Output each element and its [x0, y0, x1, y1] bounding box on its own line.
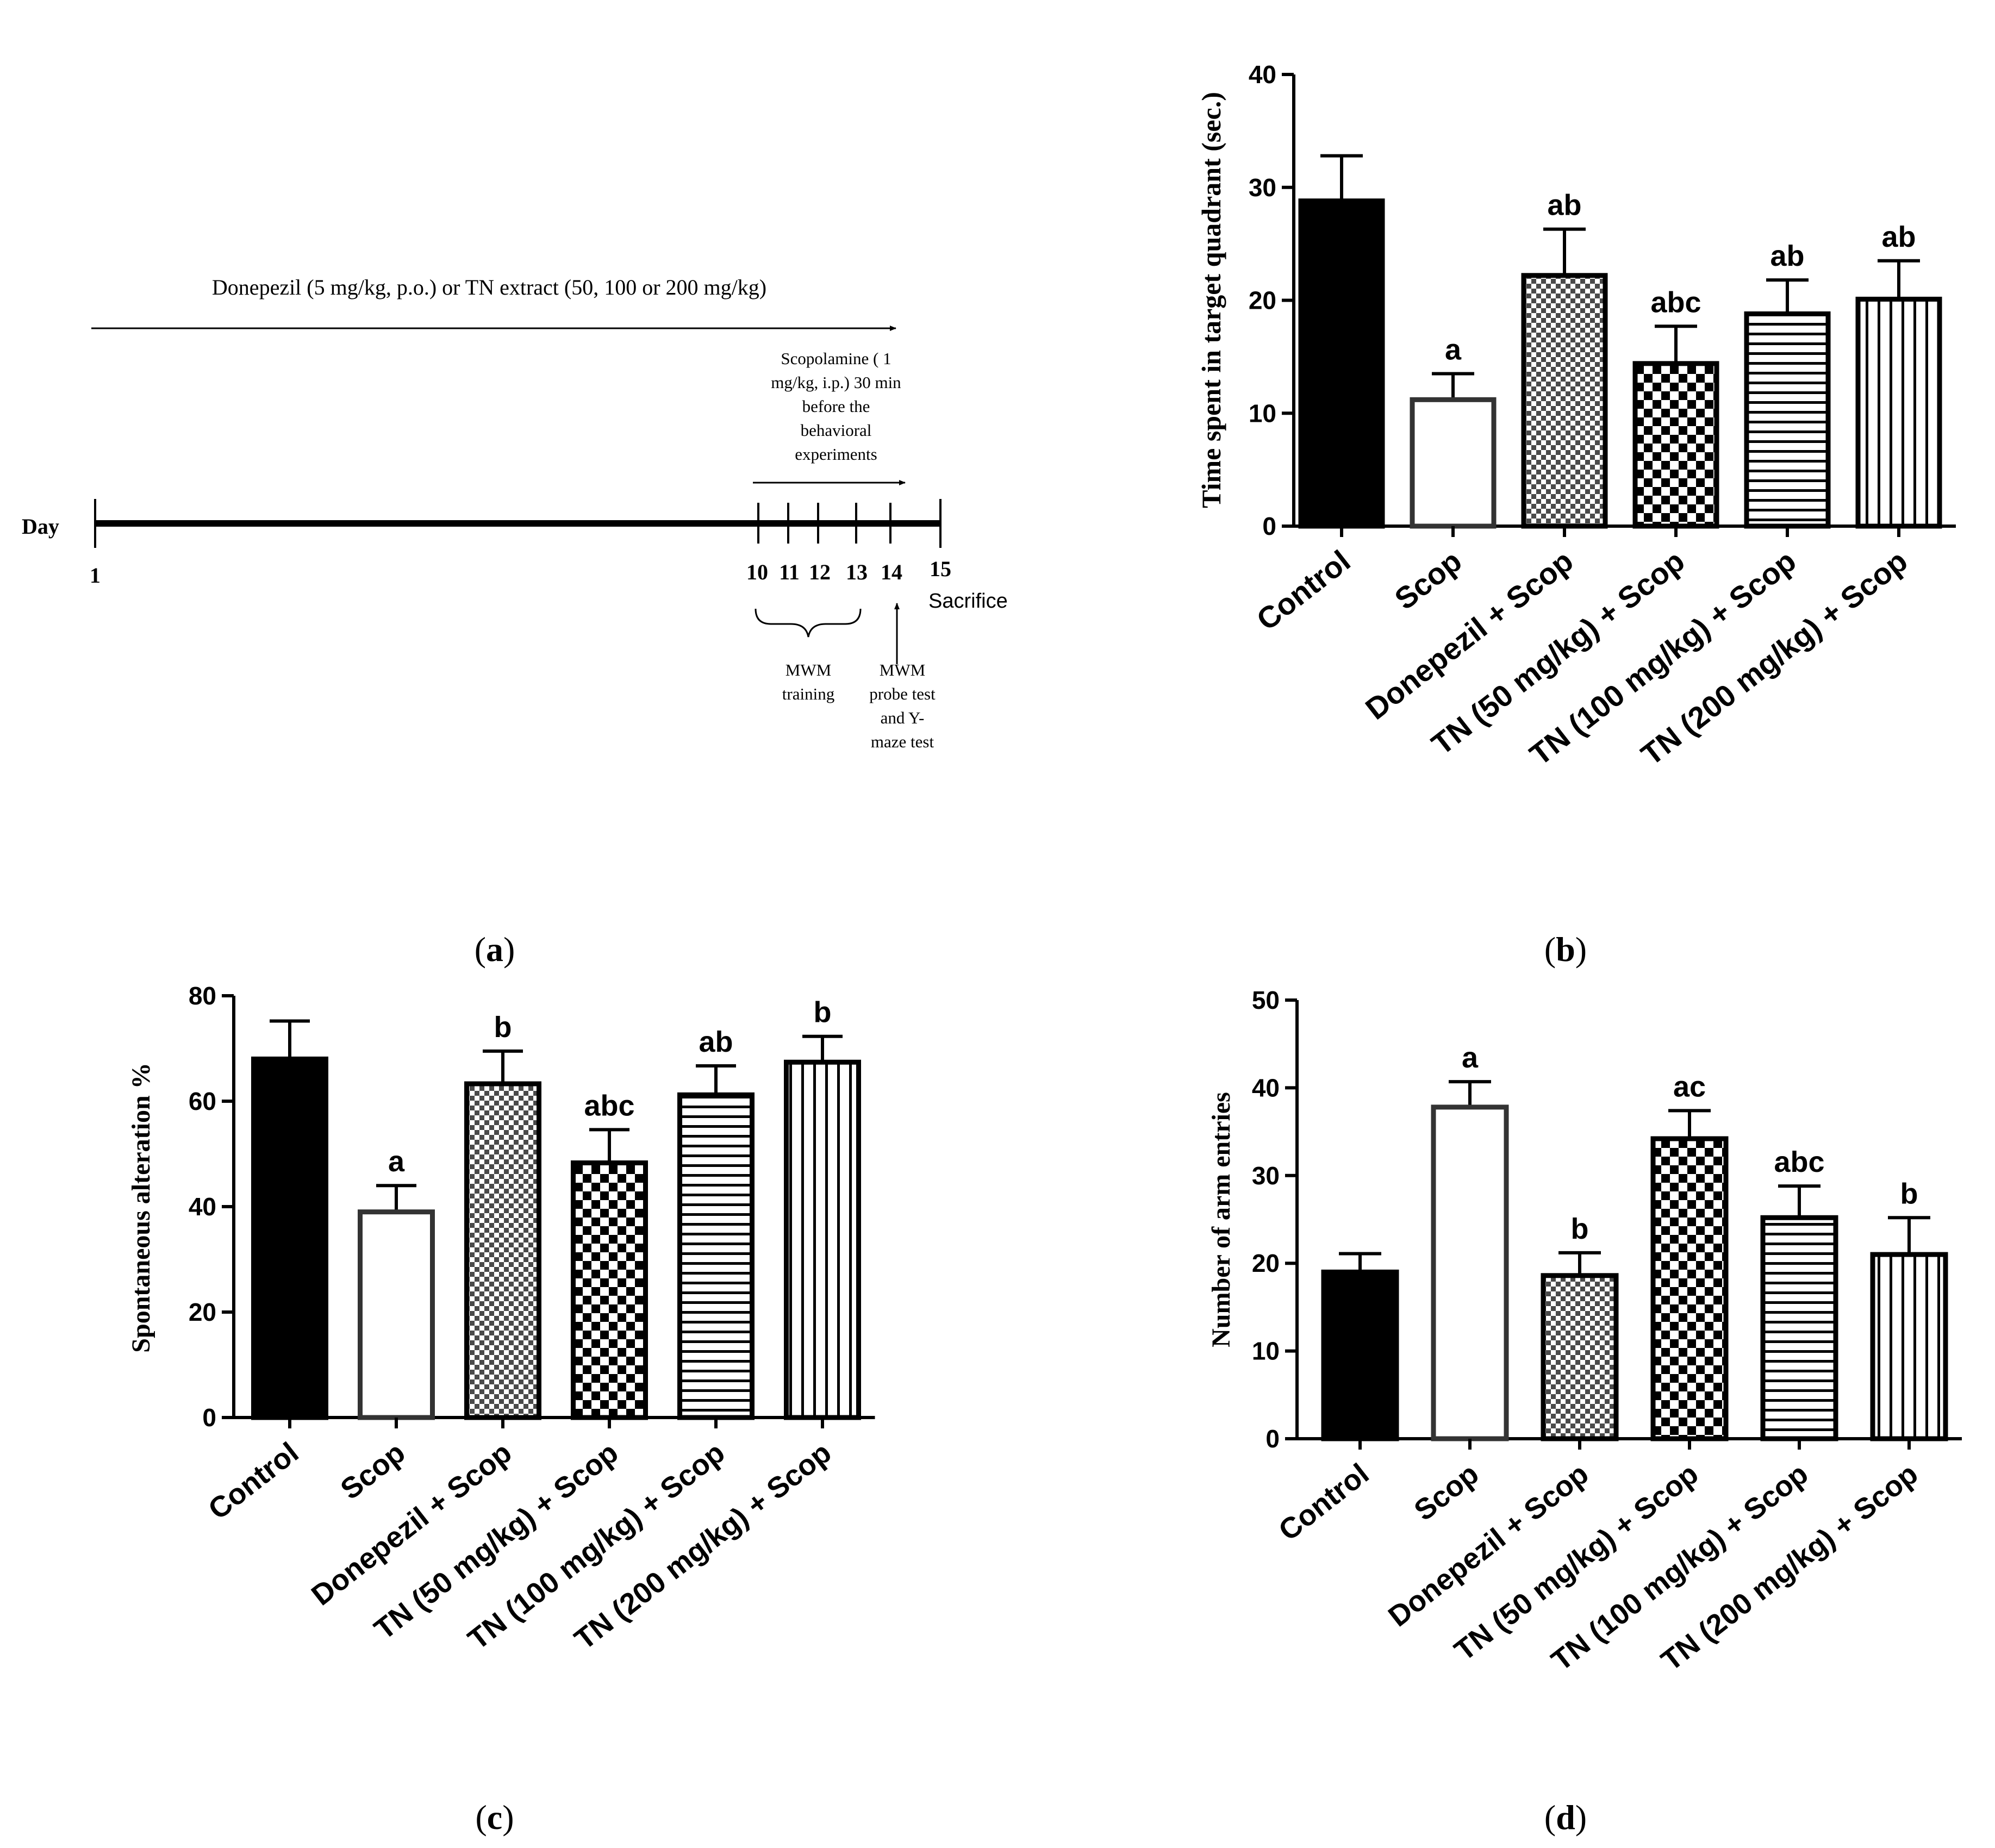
- significance-label: b: [1571, 1213, 1589, 1245]
- x-tick-label: Control: [1250, 544, 1357, 637]
- significance-label: b: [494, 1011, 512, 1044]
- probe-label-line: MWM: [880, 660, 925, 679]
- scopolamine-label-line: before the: [802, 397, 870, 416]
- panel-caption-b-letter: b: [1556, 930, 1575, 969]
- significance-label: ab: [699, 1026, 733, 1058]
- significance-label: b: [1900, 1177, 1918, 1210]
- panel-caption-d-letter: d: [1556, 1798, 1575, 1837]
- day-tick-label: 11: [779, 560, 800, 584]
- scopolamine-label-line: experiments: [795, 445, 877, 464]
- training-label: MWM training: [782, 660, 834, 703]
- significance-label: a: [1445, 334, 1462, 366]
- training-label-line: training: [782, 684, 834, 703]
- significance-label: ac: [1673, 1070, 1706, 1103]
- y-tick-label: 50: [1252, 986, 1280, 1014]
- y-tick-label: 0: [202, 1403, 216, 1432]
- x-tick-label: Scop: [334, 1436, 411, 1506]
- day-tick-label: 10: [746, 560, 768, 584]
- sacrifice-label: Sacrifice: [928, 590, 1008, 613]
- x-tick-label: Scop: [1408, 1457, 1485, 1527]
- x-tick-label: Donepezil + Scop: [1359, 544, 1579, 726]
- panel-caption-d: (d): [1544, 1798, 1587, 1837]
- y-tick-label: 30: [1252, 1162, 1280, 1190]
- bar-6: [1855, 296, 1942, 529]
- day-tick-label: 1: [90, 563, 101, 588]
- y-axis-title: Time spent in target quadrant (sec.): [1196, 92, 1226, 508]
- bar-6: [784, 1059, 861, 1420]
- y-axis-title: Number of arm entries: [1207, 1092, 1236, 1347]
- y-tick-label: 20: [189, 1298, 216, 1326]
- y-tick-label: 10: [1252, 1337, 1280, 1365]
- significance-label: abc: [584, 1089, 634, 1122]
- bar-4: [1632, 361, 1719, 529]
- bar-5: [677, 1092, 755, 1420]
- day-tick-label: 12: [809, 560, 831, 584]
- significance-label: abc: [1774, 1146, 1824, 1178]
- y-tick-label: 60: [189, 1087, 216, 1115]
- day-label: Day: [22, 514, 59, 539]
- bar-3: [464, 1081, 541, 1420]
- training-bracket: [755, 608, 862, 638]
- bar-4: [571, 1160, 648, 1420]
- significance-label: b: [814, 996, 832, 1029]
- y-tick-label: 10: [1249, 399, 1276, 427]
- bar-2: [1431, 1104, 1509, 1441]
- significance-label: a: [388, 1145, 405, 1178]
- bar-1: [1298, 198, 1385, 529]
- bar-1: [1321, 1269, 1399, 1441]
- y-tick-label: 20: [1252, 1249, 1280, 1277]
- significance-label: abc: [1650, 286, 1701, 319]
- panel-caption-c-letter: c: [487, 1798, 502, 1837]
- panel-caption-c: (c): [475, 1798, 514, 1837]
- bar-2: [358, 1209, 435, 1420]
- probe-label: MWM probe test and Y- maze test: [869, 660, 936, 751]
- x-tick-label: Scop: [1388, 544, 1468, 616]
- x-tick-label: Donepezil + Scop: [306, 1436, 518, 1612]
- panel-caption-a: (a): [475, 930, 515, 969]
- scopolamine-label: Scopolamine ( 1 mg/kg, i.p.) 30 min befo…: [771, 349, 901, 464]
- y-tick-label: 0: [1262, 512, 1276, 540]
- significance-label: ab: [1770, 240, 1804, 272]
- y-tick-label: 20: [1249, 286, 1276, 315]
- chart-b-time-in-target-quadrant: 0 10 20 30 40 Time spent in target quadrant (…: [1196, 60, 1956, 772]
- x-tick-label: Donepezil + Scop: [1382, 1457, 1594, 1633]
- panel-caption-b: (b): [1544, 930, 1587, 969]
- treatment-label: Donepezil (5 mg/kg, p.o.) or TN extract …: [212, 275, 766, 299]
- chart-d-arm-entries: 0 10 20 30 40 50 Number of arm entries Control a…: [1207, 986, 1962, 1677]
- probe-label-line: probe test: [869, 684, 936, 703]
- y-tick-label: 40: [189, 1193, 216, 1221]
- y-tick-label: 30: [1249, 173, 1276, 202]
- panel-caption-a-letter: a: [486, 930, 503, 969]
- day-tick-label: 14: [881, 560, 902, 584]
- bar-1: [251, 1056, 328, 1420]
- significance-label: ab: [1547, 189, 1581, 222]
- bar-4: [1650, 1136, 1729, 1441]
- y-tick-label: 40: [1252, 1073, 1280, 1102]
- bar-5: [1760, 1215, 1838, 1441]
- x-tick-label: Control: [1273, 1457, 1375, 1547]
- significance-label: a: [1462, 1041, 1479, 1074]
- bar-3: [1521, 273, 1608, 529]
- scopolamine-label-line: behavioral: [801, 421, 872, 440]
- chart-c-spontaneous-alteration: 0 20 40 60 80 Spontaneous alteration % Control…: [127, 982, 875, 1656]
- bar-6: [1870, 1252, 1948, 1441]
- probe-label-line: and Y-: [881, 708, 925, 727]
- probe-label-line: maze test: [871, 732, 934, 751]
- bar-5: [1744, 311, 1831, 529]
- day-tick-label: 13: [846, 560, 868, 584]
- training-label-line: MWM: [785, 660, 831, 679]
- y-tick-label: 80: [189, 982, 216, 1010]
- panel-a-timeline: Donepezil (5 mg/kg, p.o.) or TN extract …: [22, 275, 1008, 751]
- day-tick-label: 15: [930, 557, 951, 581]
- significance-label: ab: [1881, 221, 1916, 253]
- x-tick-label: Control: [202, 1436, 304, 1526]
- y-axis-title: Spontaneous alteration %: [127, 1063, 155, 1352]
- y-tick-label: 0: [1265, 1425, 1280, 1453]
- scopolamine-label-line: Scopolamine ( 1: [781, 349, 891, 368]
- y-tick-label: 40: [1249, 60, 1276, 89]
- scopolamine-label-line: mg/kg, i.p.) 30 min: [771, 373, 901, 392]
- bar-2: [1410, 397, 1497, 529]
- bar-3: [1541, 1273, 1619, 1441]
